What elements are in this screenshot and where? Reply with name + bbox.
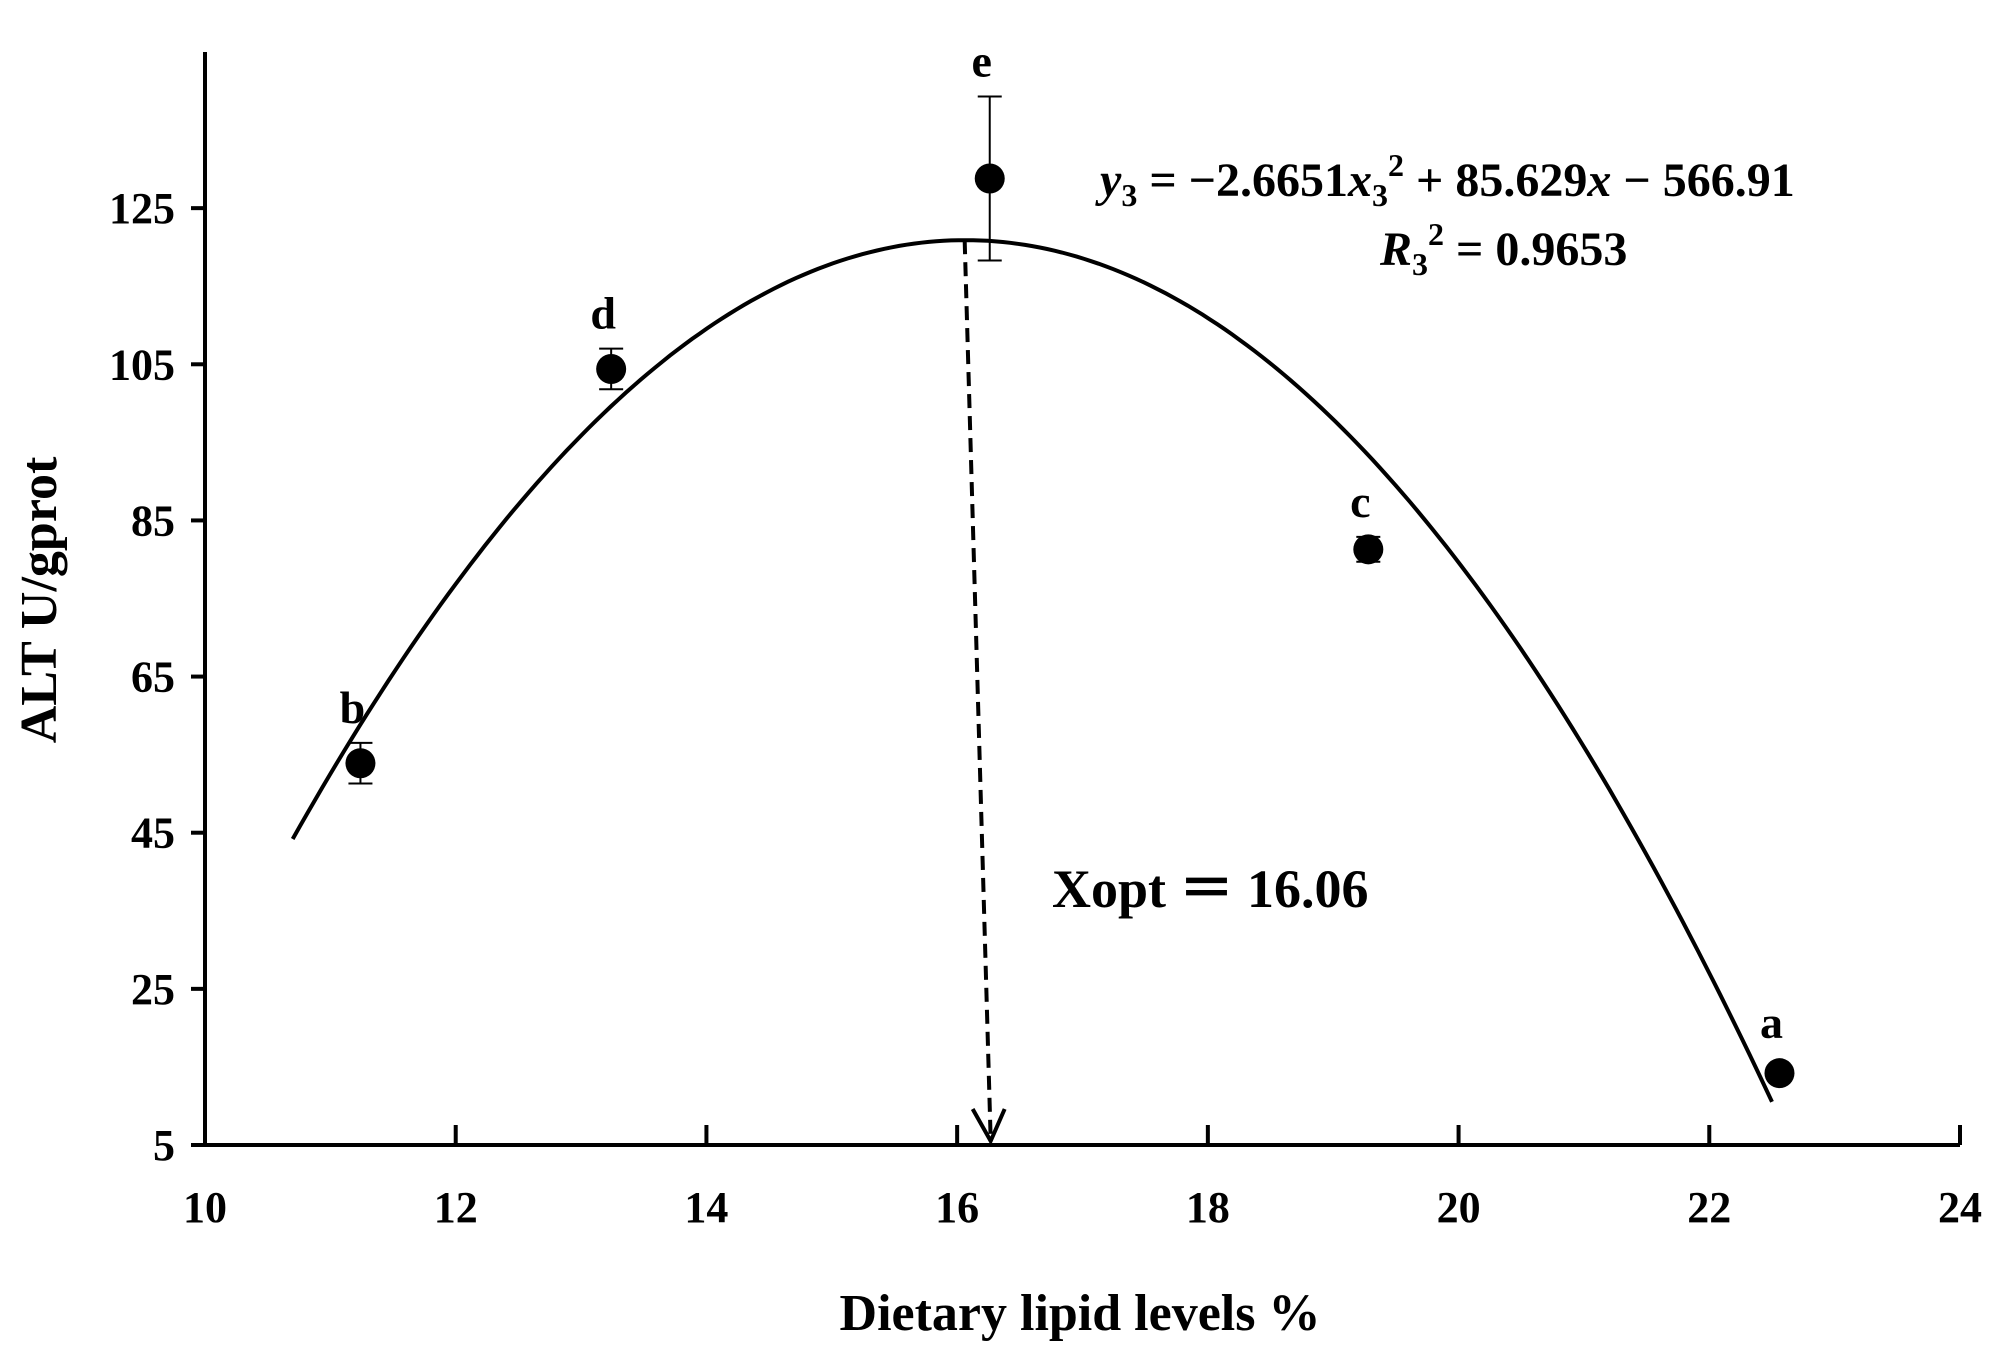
point-label: c: [1350, 476, 1370, 527]
fit-r-squared: R32 = 0.9653: [1379, 216, 1627, 282]
axes: [203, 52, 1960, 1147]
y-tick-label: 125: [109, 184, 175, 233]
fit-equation: y3 = −2.6651x32 + 85.629x − 566.91: [1095, 147, 1795, 213]
data-point: [1353, 534, 1384, 565]
point-label: e: [972, 36, 992, 87]
data-point: [345, 748, 376, 779]
y-ticks: 5 25 45 65 85 105 125: [109, 184, 205, 1170]
x-tick-label: 22: [1687, 1183, 1731, 1232]
x-tick-label: 24: [1938, 1183, 1982, 1232]
optimum-label: Xopt ＝ 16.06: [1052, 859, 1369, 919]
x-tick-label: 18: [1186, 1183, 1230, 1232]
y-tick-label: 25: [131, 965, 175, 1014]
y-tick-label: 105: [109, 340, 175, 389]
y-tick-label: 5: [153, 1121, 175, 1170]
point-label: d: [590, 288, 616, 339]
x-axis-title: Dietary lipid levels %: [840, 1285, 1321, 1342]
x-tick-label: 16: [935, 1183, 979, 1232]
optimum-marker: [962, 240, 1007, 1146]
y-tick-label: 65: [131, 653, 175, 702]
optimum-arrowhead: [970, 1108, 1007, 1146]
x-tick-label: 12: [434, 1183, 478, 1232]
y-tick-label: 45: [131, 809, 175, 858]
x-tick-label: 10: [183, 1183, 227, 1232]
point-label: b: [340, 682, 366, 733]
data-points: b d e c a: [340, 36, 1795, 1089]
data-point: [1764, 1058, 1795, 1089]
data-point: [974, 163, 1005, 194]
x-tick-label: 20: [1437, 1183, 1481, 1232]
point-label: a: [1760, 997, 1783, 1048]
y-axis-title: ALT U/gprot: [11, 456, 68, 743]
x-ticks: 10 12 14 16 18 20 22 24: [183, 1125, 1982, 1232]
x-tick-label: 14: [684, 1183, 728, 1232]
y-tick-label: 85: [131, 496, 175, 545]
data-point: [596, 353, 627, 384]
fit-curve: [290, 238, 1774, 1103]
optimum-dashed-line: [962, 240, 993, 1140]
